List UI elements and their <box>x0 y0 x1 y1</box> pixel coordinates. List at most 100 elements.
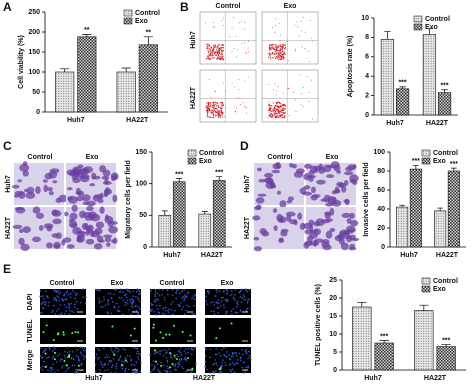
nucleus <box>177 363 179 365</box>
nucleus <box>85 296 87 299</box>
nucleus <box>45 301 47 304</box>
nucleus <box>56 295 59 297</box>
legend-pattern <box>188 158 196 164</box>
nucleus <box>46 357 48 359</box>
nucleus <box>174 356 177 359</box>
event-dot <box>276 104 278 107</box>
nucleus <box>228 357 231 360</box>
bar-pattern <box>352 307 372 370</box>
event-dot <box>207 113 209 115</box>
nucleus <box>164 349 166 351</box>
nucleus <box>73 372 76 374</box>
event-dot <box>217 50 219 52</box>
nucleus <box>132 295 134 297</box>
legend-pattern <box>422 150 430 156</box>
event-dot <box>207 43 209 45</box>
event-dot <box>277 107 280 109</box>
nucleus <box>195 363 197 365</box>
event-dot <box>282 46 284 48</box>
nucleus <box>154 289 157 291</box>
event-dot <box>283 108 285 110</box>
y-tick-label: 150 <box>135 149 147 156</box>
tunel-dot <box>71 332 74 335</box>
nucleus <box>52 309 54 312</box>
legend-pattern <box>422 278 430 284</box>
error-bar <box>176 178 183 182</box>
event-dot <box>277 56 280 58</box>
nucleus <box>58 299 61 302</box>
nucleus <box>67 366 70 369</box>
nucleus <box>74 291 76 294</box>
nucleus <box>98 297 100 300</box>
bar-pattern <box>423 34 436 115</box>
column-label: Exo <box>221 280 234 287</box>
event-dot <box>273 108 275 110</box>
nucleus <box>179 305 181 307</box>
nucleus <box>150 289 153 292</box>
error-bar <box>426 28 433 35</box>
cell <box>102 169 111 177</box>
nucleus <box>168 348 170 351</box>
nucleus <box>194 294 196 296</box>
cell <box>111 239 116 244</box>
nucleus <box>233 371 236 374</box>
nucleus <box>69 350 71 353</box>
legend-label: Exo <box>135 18 148 25</box>
y-tick-label: 80 <box>377 168 385 175</box>
nucleus <box>94 363 97 366</box>
nucleus <box>212 301 214 303</box>
nucleus <box>110 297 113 300</box>
nucleus <box>231 368 234 371</box>
nucleus <box>215 370 217 373</box>
nucleus <box>161 349 163 352</box>
event-dot <box>283 57 286 59</box>
cell <box>278 238 285 244</box>
event-dot <box>211 47 213 49</box>
nucleus <box>177 288 180 291</box>
cell <box>69 212 78 221</box>
event-dot <box>272 43 274 45</box>
nucleus <box>170 356 172 359</box>
cell <box>286 200 293 204</box>
nucleus <box>112 301 114 303</box>
nucleus <box>47 356 50 359</box>
nucleus <box>107 302 109 305</box>
event-dot <box>279 116 281 118</box>
event-dot <box>205 22 207 24</box>
tunel-dot <box>44 366 47 369</box>
nucleus <box>98 300 101 302</box>
nucleus <box>150 371 152 373</box>
nucleus <box>99 368 101 371</box>
nucleus <box>184 294 186 296</box>
nucleus <box>107 363 110 366</box>
event-dot <box>220 59 222 61</box>
tunel-dot <box>171 362 174 365</box>
nucleus <box>170 303 172 305</box>
nucleus <box>60 358 62 361</box>
event-dot <box>268 56 270 58</box>
nucleus <box>159 304 161 307</box>
event-dot <box>223 82 225 84</box>
nucleus <box>213 362 215 365</box>
event-dot <box>239 103 241 105</box>
nucleus <box>241 349 244 351</box>
event-dot <box>279 106 281 109</box>
event-dot <box>300 104 302 106</box>
event-dot <box>301 46 303 48</box>
event-dot <box>208 58 210 60</box>
nucleus <box>166 365 168 368</box>
event-dot <box>274 24 276 26</box>
cell <box>47 186 53 192</box>
y-tick-label: 8 <box>365 34 369 41</box>
bar-pattern <box>173 181 186 247</box>
nucleus <box>230 355 233 358</box>
nucleus <box>53 371 56 374</box>
cell <box>303 241 310 249</box>
event-dot <box>279 39 281 41</box>
cell <box>32 236 41 243</box>
nucleus <box>172 301 174 303</box>
tunel-dot <box>191 367 194 370</box>
significance: *** <box>398 80 406 87</box>
nucleus <box>163 313 166 315</box>
row-label: Huh7 <box>5 175 12 193</box>
